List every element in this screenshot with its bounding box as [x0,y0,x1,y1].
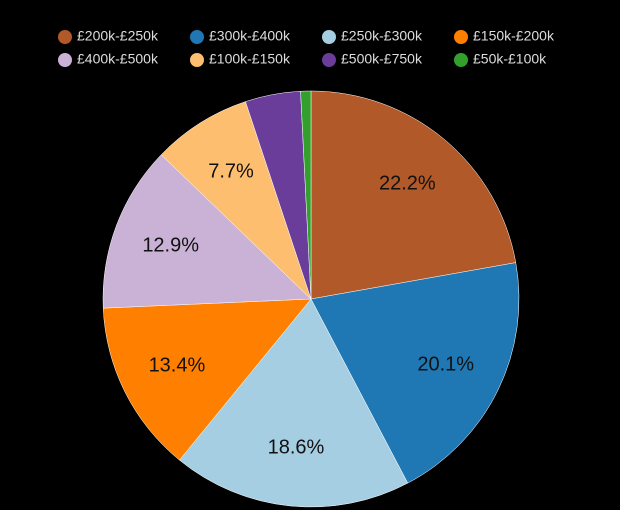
pie-slice [310,90,517,300]
legend-label: £300k-£400k [209,28,291,44]
slice-label: 18.6% [268,437,325,459]
pie-slice [160,101,312,300]
legend-label: £400k-£500k [77,51,159,67]
legend-label: £100k-£150k [209,51,291,67]
legend-label: £250k-£300k [341,28,423,44]
legend-swatch [190,53,204,67]
legend-swatch [454,30,468,44]
slice-label: 13.4% [149,355,206,377]
pie-slice [179,298,409,508]
legend-label: £50k-£100k [473,51,547,67]
pie-slice [102,298,312,461]
legend-swatch [58,53,72,67]
slice-label: 7.7% [208,160,254,182]
legend-swatch [322,30,336,44]
legend-label: £200k-£250k [77,28,159,44]
legend-swatch [454,53,468,67]
legend-swatch [58,30,72,44]
pie-slice [102,154,312,309]
legend-swatch [322,53,336,67]
slice-label: 20.1% [417,353,474,375]
legend-label: £150k-£200k [473,28,555,44]
pie-slice [300,90,312,300]
legend-label: £500k-£750k [341,51,423,67]
pie-slice [310,262,520,484]
slice-label: 12.9% [142,234,199,256]
legend-swatch [190,30,204,44]
slice-label: 22.2% [379,172,436,194]
